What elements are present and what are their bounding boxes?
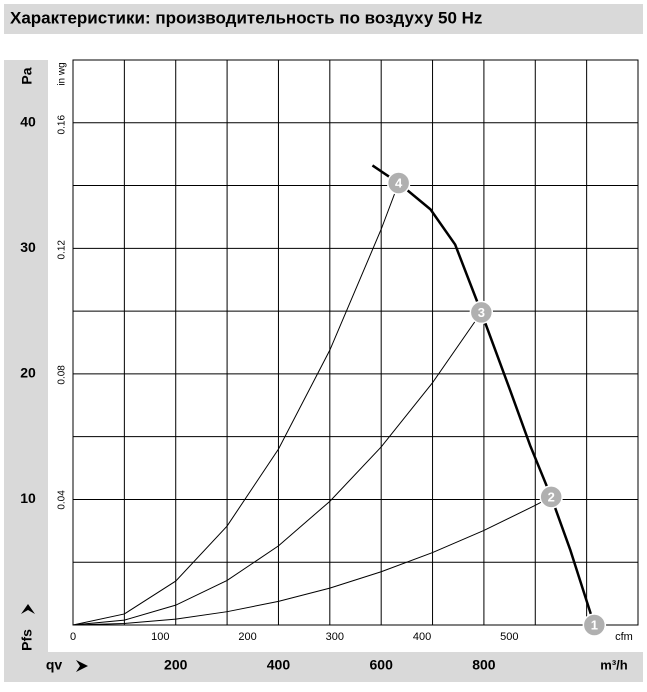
x2-tick-label: 500 (500, 631, 518, 643)
y2-axis-label: in wg (57, 62, 68, 85)
operating-point (386, 171, 411, 195)
operating-point-label: 4 (395, 175, 403, 190)
x-tick-label: 400 (267, 657, 291, 673)
x2-tick-label: 100 (151, 631, 169, 643)
x2-axis-label: cfm (615, 631, 633, 643)
curve (371, 164, 596, 626)
y-axis-label: Pa (19, 67, 35, 84)
x-tick-label: 200 (164, 657, 188, 673)
plot-frame (72, 59, 639, 626)
x-tick-label: 800 (472, 657, 496, 673)
x-axis-label: m³/h (600, 657, 628, 672)
y2-tick-label: 0.16 (57, 115, 68, 135)
operating-point (582, 613, 607, 637)
curve (72, 182, 400, 626)
y2-tick-label: 0.04 (57, 490, 68, 510)
x-axis-band (4, 652, 643, 682)
y2-tick-label: 0.08 (57, 365, 68, 385)
x2-tick-label: 0 (70, 631, 76, 643)
x2-tick-label: 400 (413, 631, 431, 643)
operating-point-label: 1 (591, 617, 598, 632)
chart-title: Характеристики: производительность по во… (10, 8, 482, 27)
x-tick-label: 600 (370, 657, 394, 673)
operating-point (469, 300, 494, 325)
y-arrow (21, 604, 35, 614)
operating-point-label: 2 (548, 489, 555, 504)
operating-point (539, 485, 563, 509)
y-axis-band (4, 60, 48, 660)
x-arrow (76, 660, 88, 672)
x2-tick-label: 200 (238, 631, 256, 643)
y-tick-label: 30 (20, 239, 36, 255)
x2-tick-label: 300 (326, 631, 344, 643)
x-symbol: qv (46, 657, 63, 673)
title-bar (4, 4, 643, 34)
y-tick-label: 10 (20, 490, 36, 506)
y-tick-label: 40 (20, 113, 36, 129)
curve (72, 496, 552, 626)
y-symbol: Pfs (19, 629, 35, 651)
y2-tick-label: 0.12 (57, 240, 68, 260)
y-tick-label: 20 (20, 365, 36, 381)
operating-point-label: 3 (478, 305, 485, 320)
curve (72, 312, 482, 626)
